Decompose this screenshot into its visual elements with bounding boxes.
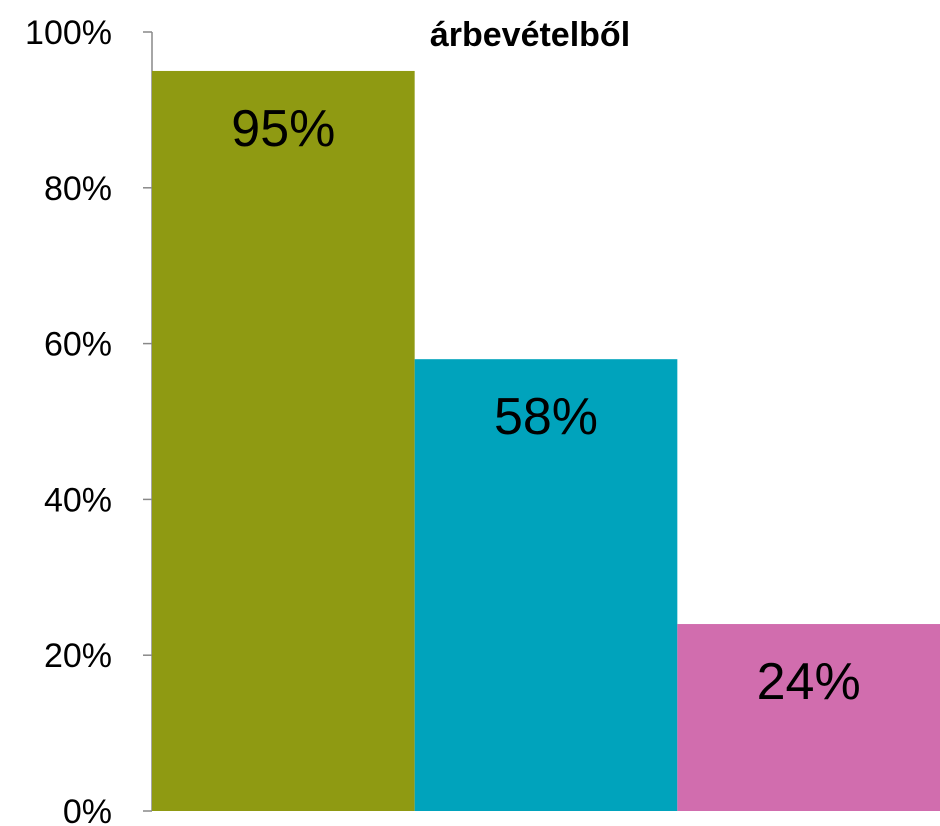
y-tick-label: 80% (44, 170, 112, 208)
y-axis: 0% 20% 40% 60% 80% 100% (25, 14, 153, 826)
y-tick-label: 40% (44, 481, 112, 519)
y-tick-label: 0% (63, 793, 112, 826)
bar-value-label: 58% (494, 388, 598, 446)
bar (677, 624, 940, 811)
bar-value-label: 95% (231, 100, 335, 158)
bars-group (152, 70, 940, 811)
y-tick-label: 60% (44, 326, 112, 364)
y-tick-label: 100% (25, 14, 112, 52)
bar (152, 70, 415, 811)
chart-title: árbevételből (430, 16, 630, 54)
y-tick-label: 20% (44, 637, 112, 675)
data-labels-group: 95% 58% 24% (231, 100, 860, 711)
bar (414, 359, 678, 811)
bar-value-label: 24% (757, 653, 861, 711)
